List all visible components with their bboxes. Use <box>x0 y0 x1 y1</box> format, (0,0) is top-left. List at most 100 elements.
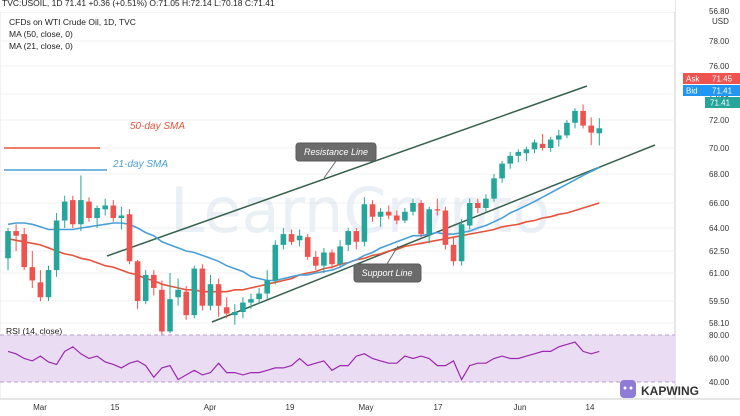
candle-body <box>70 200 76 225</box>
bid-value: 71.41 <box>712 87 733 96</box>
candle-body <box>142 274 149 301</box>
candle-body <box>377 211 384 217</box>
chart-title: CFDs on WTI Crude Oil, 1D, TVC <box>9 17 136 27</box>
time-axis-label: Mar <box>33 403 47 412</box>
support-label-text: Support Line <box>361 268 412 278</box>
time-axis-label: Jun <box>514 403 527 412</box>
candle-body <box>547 139 554 148</box>
logo-text: KAPWING <box>641 384 699 398</box>
candle-body <box>466 203 473 226</box>
candle-body <box>580 110 586 126</box>
ma21-line <box>7 166 600 282</box>
time-axis-label: May <box>358 403 373 412</box>
candle-body <box>61 201 68 221</box>
candle-body <box>183 291 189 316</box>
price-tick-label: 70.00 <box>709 144 730 153</box>
candle-body <box>21 234 27 268</box>
candle-body <box>232 312 238 316</box>
candle-body <box>588 125 594 133</box>
candle-body <box>361 204 368 242</box>
candle-body <box>86 201 92 218</box>
candle-body <box>272 244 279 281</box>
grid-lines <box>0 40 675 324</box>
candle-body <box>256 293 262 300</box>
resistance-label: Resistance Line <box>295 142 377 162</box>
candle-body <box>175 289 181 298</box>
price-tick-label: 56.80 <box>709 7 730 16</box>
rsi-tick-label: 40.00 <box>709 378 730 387</box>
candle-body <box>13 231 19 236</box>
candle-body <box>45 270 52 298</box>
candle-body <box>394 215 400 221</box>
price-pane <box>0 11 676 324</box>
candle-body <box>515 151 522 156</box>
candle-body <box>337 246 343 265</box>
time-axis-labels: Mar 15 Apr 19 May 17 Jun 14 <box>33 403 595 412</box>
last-price-value: 71.41 <box>710 99 731 108</box>
candle-body <box>321 252 327 266</box>
bid-tag: Bid 71.41 <box>683 85 740 96</box>
candle-body <box>248 299 254 303</box>
bid-label: Bid <box>686 87 698 96</box>
candle-body <box>369 204 376 217</box>
candle-body <box>296 235 303 241</box>
support-pointer <box>386 245 399 265</box>
candle-body <box>280 234 287 245</box>
candle-body <box>450 244 457 262</box>
candle-body <box>159 289 165 332</box>
price-tick-label: 68.00 <box>709 170 730 179</box>
candle-body <box>329 252 335 265</box>
price-tick-label: 78.00 <box>709 37 730 46</box>
candle-body <box>37 282 44 298</box>
sma21-annotation: 21-day SMA <box>112 159 168 170</box>
candle-body <box>126 214 133 262</box>
candle-body <box>53 220 60 271</box>
price-tick-label: 61.00 <box>709 269 730 278</box>
time-axis-label: 14 <box>586 403 595 412</box>
price-tick-label: 58.10 <box>709 319 730 328</box>
symbol-line: TVC:USOIL, 1D 71.41 +0.36 (+0.51%) O:71.… <box>2 0 275 8</box>
candle-body <box>304 237 311 257</box>
rsi-tick-label: 60.00 <box>709 355 730 364</box>
candle-body <box>78 200 84 225</box>
candle-body <box>410 203 416 212</box>
candle-body <box>191 268 198 316</box>
price-tick-label: 64.00 <box>709 224 730 233</box>
price-tick-label: 62.50 <box>709 247 730 256</box>
candle-body <box>596 128 603 134</box>
candle-body <box>458 224 465 262</box>
candles <box>5 104 603 335</box>
candle-body <box>426 209 432 235</box>
last-price-tag: 71.41 <box>705 97 740 108</box>
ma21-legend: MA (21, close, 0) <box>9 41 73 51</box>
candle-body <box>402 211 408 221</box>
ask-label: Ask <box>686 75 700 84</box>
sma50-annotation: 50-day SMA <box>130 121 185 132</box>
sma-reference-lines <box>4 147 107 171</box>
rsi-band <box>0 335 675 382</box>
candle-body <box>199 268 206 306</box>
price-tick-label: 72.00 <box>709 116 730 125</box>
candle-body <box>491 178 497 199</box>
candle-body <box>207 284 214 306</box>
candle-body <box>223 307 230 314</box>
candle-body <box>118 215 125 218</box>
ask-tag: Ask 71.45 <box>683 73 740 84</box>
candle-body <box>564 122 570 136</box>
price-tick-label: 76.00 <box>709 62 730 71</box>
candle-body <box>475 203 481 208</box>
price-axis-ticks: 78.0076.0074.0072.0070.0068.0066.0064.00… <box>709 7 730 328</box>
ma50-line <box>7 202 600 293</box>
support-label: Support Line <box>353 263 422 283</box>
candle-body <box>539 143 546 148</box>
candle-body <box>556 135 562 140</box>
candle-body <box>499 163 505 179</box>
price-tick-label: 66.00 <box>709 199 730 208</box>
candle-body <box>134 261 141 301</box>
ask-value: 71.45 <box>712 75 733 84</box>
candle-body <box>102 205 108 210</box>
candle-body <box>385 211 392 216</box>
candle-body <box>151 274 157 288</box>
price-tick-label: 59.50 <box>709 297 730 306</box>
